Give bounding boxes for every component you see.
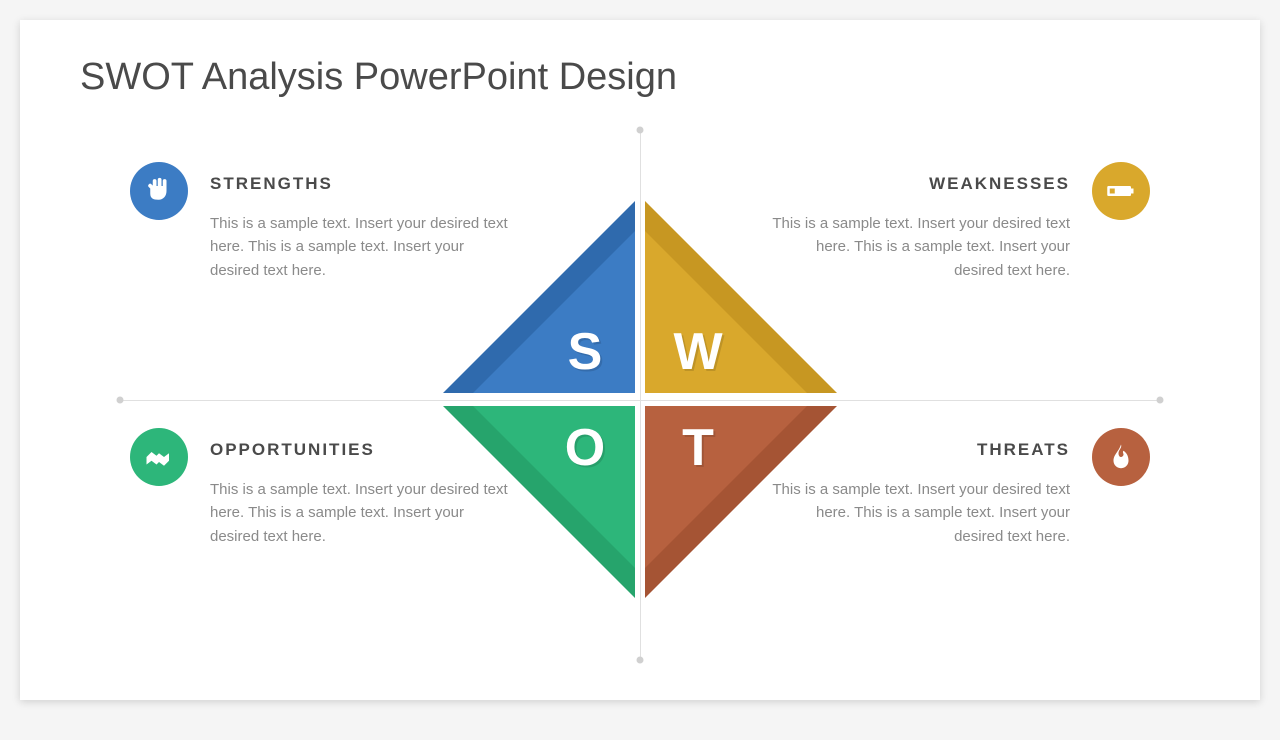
body-threats: This is a sample text. Insert your desir… — [770, 478, 1070, 548]
heading-threats: THREATS — [770, 440, 1070, 460]
letter-s: S — [568, 322, 603, 382]
icon-circle-threats — [1092, 428, 1150, 486]
body-strengths: This is a sample text. Insert your desir… — [210, 212, 510, 282]
slide-title: SWOT Analysis PowerPoint Design — [80, 56, 677, 99]
battery-icon — [1106, 176, 1136, 206]
letter-o: O — [565, 418, 605, 478]
body-weaknesses: This is a sample text. Insert your desir… — [770, 212, 1070, 282]
axis-dot — [1157, 397, 1164, 404]
letter-t: T — [682, 418, 714, 478]
block-strengths: STRENGTHS This is a sample text. Insert … — [210, 174, 510, 282]
heading-strengths: STRENGTHS — [210, 174, 510, 194]
axis-vertical — [640, 130, 641, 660]
block-weaknesses: WEAKNESSES This is a sample text. Insert… — [770, 174, 1070, 282]
icon-circle-weaknesses — [1092, 162, 1150, 220]
heading-opportunities: OPPORTUNITIES — [210, 440, 510, 460]
slide: SWOT Analysis PowerPoint Design S W O T … — [20, 20, 1260, 700]
axis-horizontal — [120, 400, 1160, 401]
heading-weaknesses: WEAKNESSES — [770, 174, 1070, 194]
axis-dot — [637, 657, 644, 664]
body-opportunities: This is a sample text. Insert your desir… — [210, 478, 510, 548]
handshake-icon — [144, 442, 174, 472]
icon-circle-opportunities — [130, 428, 188, 486]
axis-dot — [637, 127, 644, 134]
letter-w: W — [673, 322, 722, 382]
flame-icon — [1106, 442, 1136, 472]
block-threats: THREATS This is a sample text. Insert yo… — [770, 440, 1070, 548]
fist-icon — [144, 176, 174, 206]
block-opportunities: OPPORTUNITIES This is a sample text. Ins… — [210, 440, 510, 548]
icon-circle-strengths — [130, 162, 188, 220]
axis-dot — [117, 397, 124, 404]
